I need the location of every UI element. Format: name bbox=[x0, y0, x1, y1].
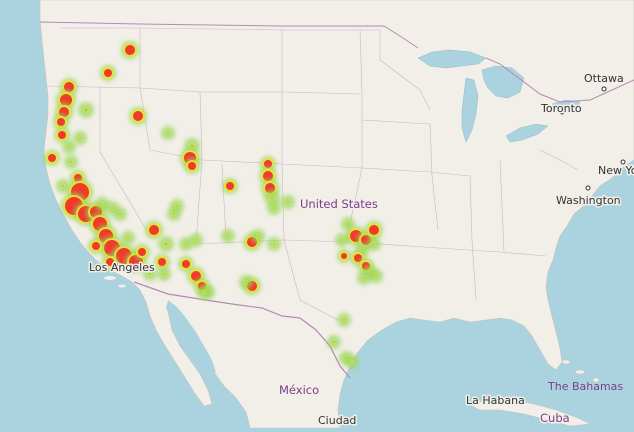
washington-marker bbox=[585, 185, 591, 191]
heat-core bbox=[369, 225, 379, 235]
heat-core bbox=[78, 136, 82, 140]
city-markers bbox=[113, 86, 626, 405]
heat-core bbox=[162, 272, 166, 276]
label-toronto: Toronto bbox=[540, 102, 582, 115]
heat-core bbox=[272, 206, 276, 210]
cuba-island bbox=[467, 399, 592, 427]
state-borders bbox=[45, 27, 579, 321]
heat-core bbox=[264, 160, 272, 168]
heat-core bbox=[106, 258, 114, 266]
heat-core bbox=[182, 260, 190, 268]
heat-core bbox=[164, 242, 168, 246]
label-ottawa: Ottawa bbox=[584, 72, 624, 85]
heat-core bbox=[362, 276, 366, 280]
heat-core bbox=[58, 131, 66, 139]
great-lakes bbox=[417, 49, 581, 143]
heat-core bbox=[354, 254, 362, 262]
heat-core bbox=[286, 200, 290, 204]
heat-core bbox=[84, 108, 88, 112]
canada-us-border-east bbox=[485, 57, 634, 103]
label-united-states: United States bbox=[300, 197, 378, 211]
heat-core bbox=[64, 82, 74, 92]
heat-core bbox=[67, 145, 71, 149]
heat-core bbox=[158, 258, 166, 266]
heat-core bbox=[342, 318, 346, 322]
label-los-angeles: Los Angeles bbox=[89, 261, 155, 274]
heat-core bbox=[125, 45, 135, 55]
heat-core bbox=[190, 144, 194, 148]
heat-core bbox=[202, 290, 206, 294]
bahamas-islands bbox=[561, 359, 600, 383]
heat-core bbox=[263, 171, 273, 181]
us-mexico-border bbox=[133, 281, 351, 379]
heat-core bbox=[175, 204, 179, 208]
heat-core bbox=[69, 160, 73, 164]
heat-core bbox=[118, 212, 122, 216]
heat-core bbox=[110, 206, 114, 210]
heat-core bbox=[100, 202, 104, 206]
heat-core bbox=[172, 212, 176, 216]
heat-core bbox=[126, 236, 130, 240]
heat-core bbox=[272, 242, 276, 246]
heat-core bbox=[360, 248, 364, 252]
heat-core bbox=[350, 360, 354, 364]
heat-core bbox=[149, 225, 159, 235]
label-washington: Washington bbox=[556, 194, 621, 207]
heat-core bbox=[92, 242, 100, 250]
heat-core bbox=[57, 118, 65, 126]
heat-core bbox=[60, 94, 72, 106]
new-york-marker bbox=[620, 159, 626, 165]
heat-core bbox=[166, 131, 170, 135]
heatmap-layer bbox=[44, 41, 383, 369]
label-ciudad: Ciudad bbox=[318, 414, 356, 427]
heat-core bbox=[138, 248, 146, 256]
heat-core bbox=[148, 272, 152, 276]
canada-us-border bbox=[39, 21, 419, 49]
label-mexico: México bbox=[279, 383, 319, 397]
heat-core bbox=[188, 162, 196, 170]
label-the-bahamas: The Bahamas bbox=[547, 380, 623, 393]
gulf-of-california bbox=[166, 300, 216, 376]
heat-core bbox=[256, 234, 260, 238]
heat-core bbox=[244, 280, 248, 284]
label-new-york: New York bbox=[598, 164, 634, 177]
heat-core bbox=[226, 234, 230, 238]
heat-core bbox=[340, 238, 344, 242]
heat-core bbox=[194, 238, 198, 242]
los-angeles-marker bbox=[113, 263, 119, 269]
heat-core bbox=[346, 222, 350, 226]
label-cuba: Cuba bbox=[540, 411, 570, 425]
channel-islands bbox=[104, 276, 126, 288]
heat-core bbox=[270, 196, 274, 200]
land-north-america bbox=[39, 0, 634, 429]
label-la-habana: La Habana bbox=[466, 394, 525, 407]
toronto-marker bbox=[559, 109, 565, 115]
heat-core bbox=[341, 253, 347, 259]
heat-core bbox=[184, 242, 188, 246]
heat-core bbox=[226, 182, 234, 190]
la-habana-marker bbox=[515, 399, 521, 405]
heat-core bbox=[133, 111, 143, 121]
heat-core bbox=[191, 271, 201, 281]
ottawa-marker bbox=[601, 86, 607, 92]
heat-core bbox=[48, 154, 56, 162]
heat-core bbox=[104, 69, 112, 77]
heat-core bbox=[61, 184, 65, 188]
heat-core bbox=[374, 274, 378, 278]
heat-core bbox=[332, 340, 336, 344]
heat-core bbox=[372, 242, 376, 246]
